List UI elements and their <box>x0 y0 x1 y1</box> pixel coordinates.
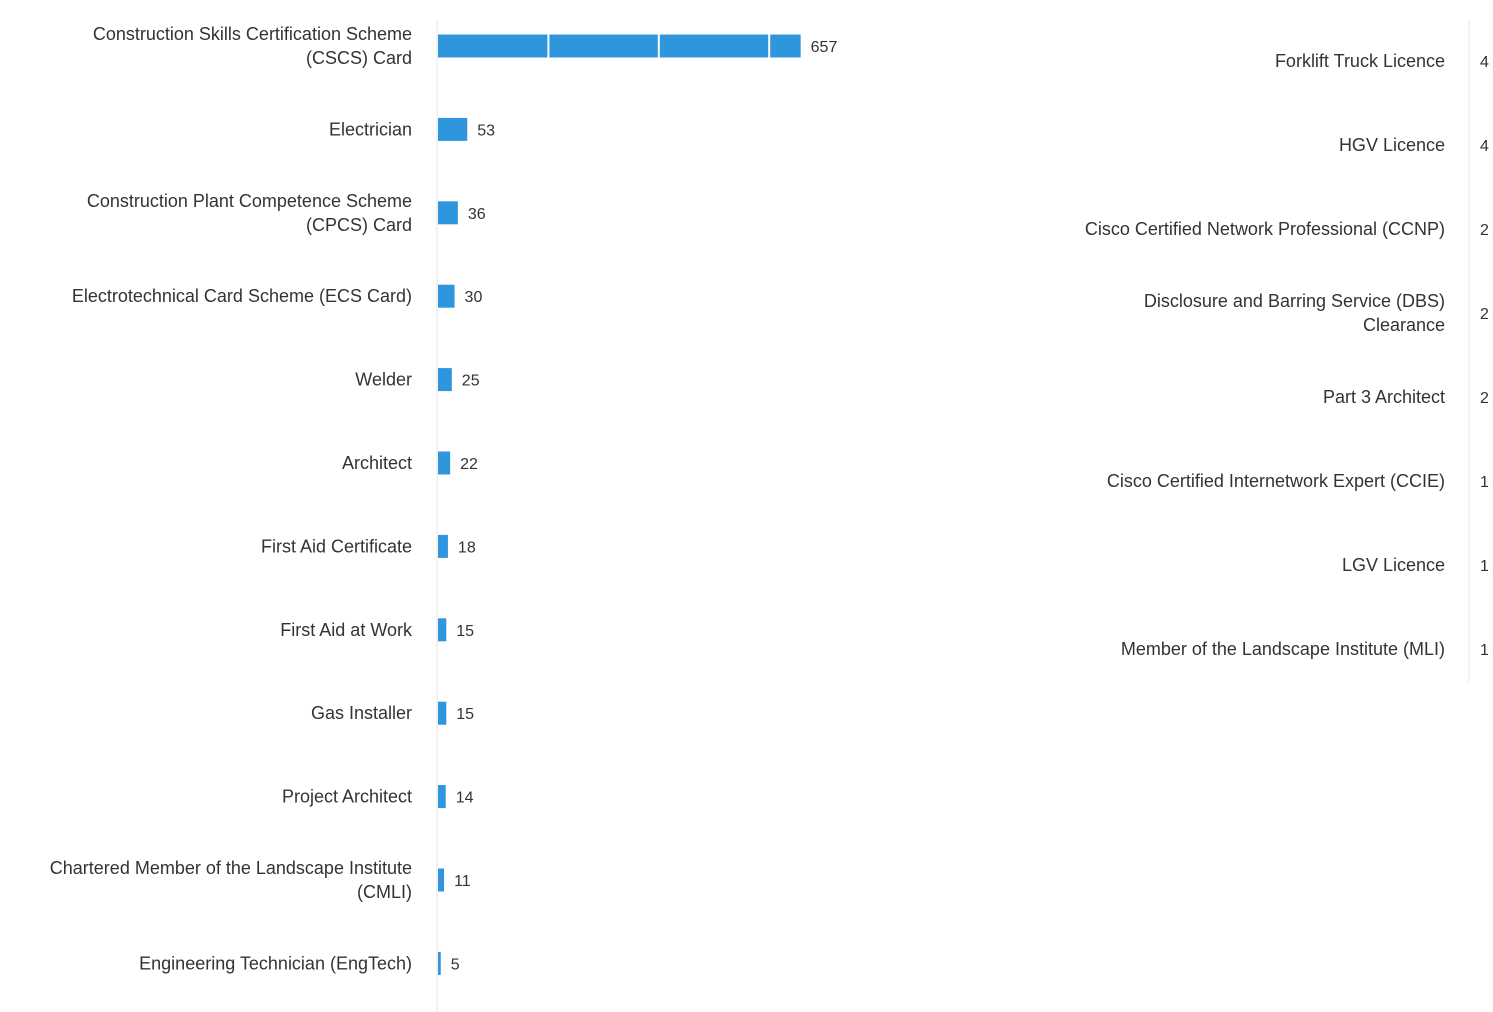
category-label: Architect <box>342 453 412 473</box>
category-label-line: Architect <box>342 453 412 473</box>
value-label: 36 <box>468 206 486 223</box>
bar[interactable] <box>438 868 445 892</box>
bar[interactable] <box>438 951 441 975</box>
category-label-line: Chartered Member of the Landscape Instit… <box>50 858 412 878</box>
value-label: 2 <box>1480 306 1489 323</box>
category-label: Welder <box>355 370 412 390</box>
category-label-line: Cisco Certified Internetwork Expert (CCI… <box>1107 471 1445 491</box>
category-label-line: (CPCS) Card <box>306 215 412 235</box>
category-label-line: HGV Licence <box>1339 135 1445 155</box>
value-label: 1 <box>1480 474 1489 491</box>
bar[interactable] <box>438 368 452 392</box>
bar[interactable] <box>438 117 468 141</box>
bar[interactable] <box>438 284 455 308</box>
category-label-line: Disclosure and Barring Service (DBS) <box>1144 291 1445 311</box>
category-label-line: Welder <box>355 370 412 390</box>
value-label: 2 <box>1480 390 1489 407</box>
category-label: Electrotechnical Card Scheme (ECS Card) <box>72 286 412 306</box>
category-label-line: (CMLI) <box>357 882 412 902</box>
category-label: Disclosure and Barring Service (DBS) Clea… <box>1144 291 1445 335</box>
bar[interactable] <box>438 534 448 558</box>
category-label-line: First Aid Certificate <box>261 536 412 556</box>
value-label: 11 <box>454 873 471 890</box>
value-label: 1 <box>1480 642 1489 659</box>
value-label: 15 <box>456 623 474 640</box>
category-label-line: Construction Plant Competence Scheme <box>87 191 412 211</box>
category-label-line: First Aid at Work <box>280 620 413 640</box>
category-label-line: Clearance <box>1363 315 1445 335</box>
value-label: 2 <box>1480 222 1489 239</box>
category-label-line: (CSCS) Card <box>306 48 412 68</box>
category-label: Project Architect <box>282 787 412 807</box>
chart-panel-2: Forklift Truck Licence 4 HGV Licence 4 Cisco… <box>1085 20 1489 682</box>
value-label: 22 <box>460 456 478 473</box>
value-label: 5 <box>451 956 460 973</box>
category-label-line: Member of the Landscape Institute (MLI) <box>1121 639 1445 659</box>
category-label: Cisco Certified Internetwork Expert (CCI… <box>1107 471 1445 491</box>
category-label-line: Engineering Technician (EngTech) <box>139 953 412 973</box>
value-label: 18 <box>458 539 476 556</box>
chart-panel-1: Construction Skills Certification Scheme… <box>50 20 838 1012</box>
category-label-line: Construction Skills Certification Scheme <box>93 24 412 44</box>
category-label-line: Part 3 Architect <box>1323 387 1445 407</box>
category-label-line: Cisco Certified Network Professional (CC… <box>1085 219 1445 239</box>
category-label: HGV Licence <box>1339 135 1445 155</box>
bar[interactable] <box>438 701 447 725</box>
bar[interactable] <box>438 618 447 642</box>
category-label: Member of the Landscape Institute (MLI) <box>1121 639 1445 659</box>
category-label: Gas Installer <box>311 703 412 723</box>
category-label-line: Project Architect <box>282 787 412 807</box>
category-label: Part 3 Architect <box>1323 387 1445 407</box>
category-label: First Aid at Work <box>280 620 413 640</box>
bar[interactable] <box>438 34 801 58</box>
bar[interactable] <box>438 785 446 809</box>
category-label: First Aid Certificate <box>261 536 412 556</box>
value-label: 4 <box>1480 138 1489 155</box>
value-label: 53 <box>477 122 495 139</box>
value-label: 4 <box>1480 54 1489 71</box>
category-label-line: Forklift Truck Licence <box>1275 51 1445 71</box>
value-label: 15 <box>456 706 474 723</box>
category-label-line: Electrician <box>329 119 412 139</box>
value-label: 657 <box>811 39 838 56</box>
category-label: Construction Skills Certification Scheme… <box>93 24 412 68</box>
category-label-line: LGV Licence <box>1342 555 1445 575</box>
value-label: 1 <box>1480 558 1489 575</box>
category-label: LGV Licence <box>1342 555 1445 575</box>
category-label-line: Electrotechnical Card Scheme (ECS Card) <box>72 286 412 306</box>
value-label: 14 <box>456 790 474 807</box>
value-label: 30 <box>465 289 483 306</box>
category-label: Chartered Member of the Landscape Instit… <box>50 858 412 902</box>
category-label: Construction Plant Competence Scheme (CPC… <box>87 191 412 235</box>
value-label: 25 <box>462 373 480 390</box>
category-label: Forklift Truck Licence <box>1275 51 1445 71</box>
category-label: Electrician <box>329 119 412 139</box>
category-label-line: Gas Installer <box>311 703 412 723</box>
category-label: Engineering Technician (EngTech) <box>139 953 412 973</box>
category-label: Cisco Certified Network Professional (CC… <box>1085 219 1445 239</box>
bar[interactable] <box>438 451 451 475</box>
bar[interactable] <box>438 201 458 225</box>
